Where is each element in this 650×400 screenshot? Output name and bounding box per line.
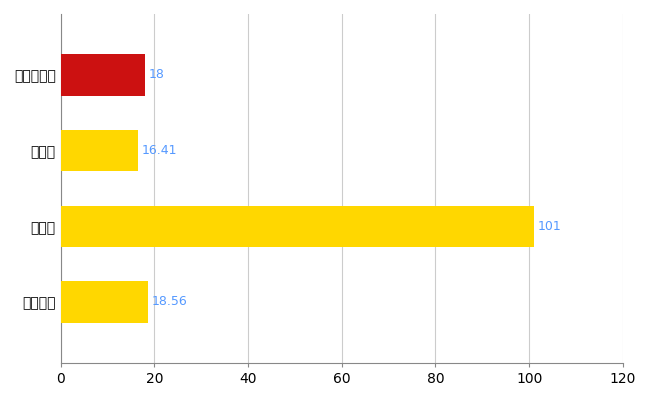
Bar: [60, 281, 148, 323]
Bar: [60, 206, 534, 247]
Bar: [60, 54, 145, 96]
Text: 18.56: 18.56: [151, 296, 187, 308]
Text: 101: 101: [538, 220, 562, 233]
Text: 16.41: 16.41: [141, 144, 177, 157]
Bar: [60, 130, 138, 172]
Text: 18: 18: [149, 68, 164, 82]
